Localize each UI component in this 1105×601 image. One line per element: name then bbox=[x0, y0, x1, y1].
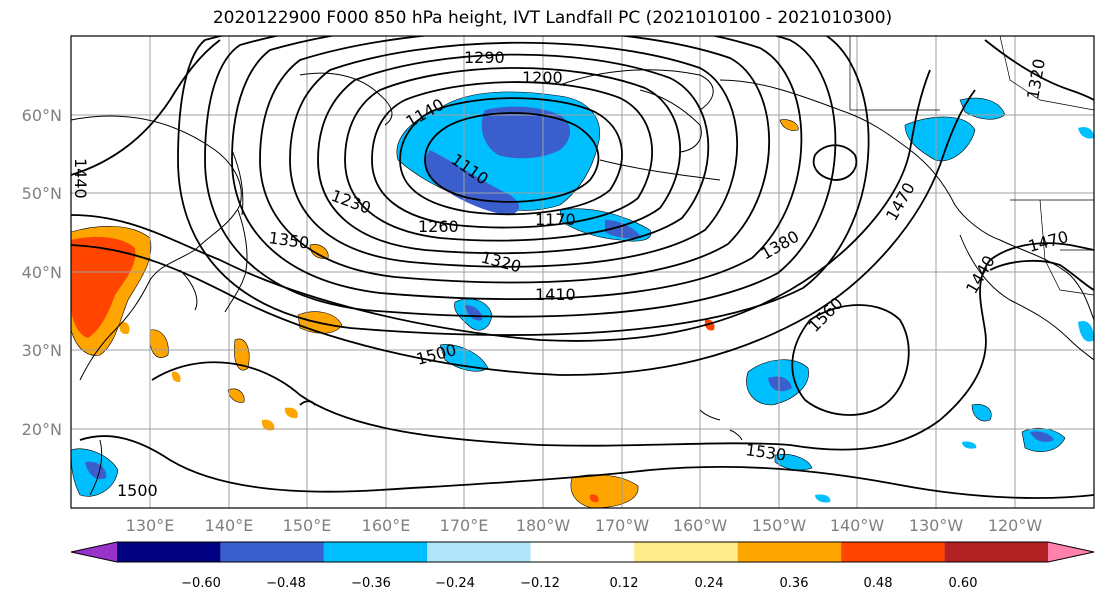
colorbar-ticks: −0.60 −0.48 −0.36 −0.24 −0.12 0.12 0.24 … bbox=[181, 576, 977, 591]
colorbar-outline bbox=[70, 541, 1095, 563]
colorbar-tick-label: −0.36 bbox=[351, 576, 391, 591]
contour-label: 1410 bbox=[535, 285, 576, 304]
colorbar-extend-high bbox=[1048, 542, 1094, 562]
lon-label: 170°E bbox=[440, 516, 489, 535]
lon-label: 130°E bbox=[126, 516, 175, 535]
positive-ivt-shading bbox=[71, 119, 799, 508]
lat-label-20n: 20°N bbox=[22, 420, 62, 439]
lat-label-50n: 50°N bbox=[22, 184, 62, 203]
lon-label: 170°W bbox=[595, 516, 650, 535]
coastlines bbox=[71, 69, 1094, 496]
colorbar-tick-label: −0.60 bbox=[181, 576, 221, 591]
colorbar-segment bbox=[944, 542, 1048, 562]
colorbar-segment bbox=[737, 542, 842, 562]
colorbar-tick-label: −0.48 bbox=[266, 576, 306, 591]
colorbar-segment bbox=[530, 542, 635, 562]
contour-label: 1440 bbox=[71, 158, 90, 199]
lon-label: 140°W bbox=[830, 516, 885, 535]
colorbar bbox=[70, 541, 1095, 563]
latitude-labels: 60°N 50°N 40°N 30°N 20°N bbox=[22, 106, 62, 439]
lon-label: 130°W bbox=[909, 516, 964, 535]
colorbar-segment bbox=[117, 542, 221, 562]
colorbar-tick-label: −0.24 bbox=[435, 576, 475, 591]
colorbar-tick-label: 0.60 bbox=[949, 576, 978, 591]
lat-label-40n: 40°N bbox=[22, 263, 62, 282]
lon-label: 160°W bbox=[673, 516, 728, 535]
colorbar-segment bbox=[841, 542, 945, 562]
map-frame bbox=[70, 35, 1095, 509]
colorbar-segment bbox=[323, 542, 428, 562]
height-contours bbox=[71, 36, 1094, 499]
contour-label: 1500 bbox=[117, 481, 158, 500]
contour-label: 1260 bbox=[418, 217, 459, 236]
contour-label: 1170 bbox=[535, 210, 576, 229]
map-title: 2020122900 F000 850 hPa height, IVT Land… bbox=[212, 8, 893, 28]
lon-label: 160°E bbox=[362, 516, 411, 535]
colorbar-tick-label: 0.36 bbox=[780, 576, 809, 591]
lon-label: 180°W bbox=[516, 516, 571, 535]
colorbar-tick-label: 0.12 bbox=[610, 576, 639, 591]
colorbar-segment bbox=[427, 542, 531, 562]
lon-label: 140°E bbox=[205, 516, 254, 535]
lat-label-30n: 30°N bbox=[22, 341, 62, 360]
colorbar-segment bbox=[634, 542, 738, 562]
lon-label: 120°W bbox=[988, 516, 1043, 535]
colorbar-tick-label: −0.12 bbox=[520, 576, 560, 591]
colorbar-tick-label: 0.48 bbox=[864, 576, 893, 591]
contour-label: 1200 bbox=[522, 68, 563, 87]
colorbar-tick-label: 0.24 bbox=[695, 576, 724, 591]
lat-label-60n: 60°N bbox=[22, 106, 62, 125]
longitude-labels: 130°E 140°E 150°E 160°E 170°E 180°W 170°… bbox=[126, 516, 1043, 535]
colorbar-extend-low bbox=[71, 542, 117, 562]
colorbar-segment bbox=[220, 542, 324, 562]
lon-label: 150°W bbox=[752, 516, 807, 535]
contour-label: 1290 bbox=[464, 48, 505, 67]
lon-label: 150°E bbox=[283, 516, 332, 535]
